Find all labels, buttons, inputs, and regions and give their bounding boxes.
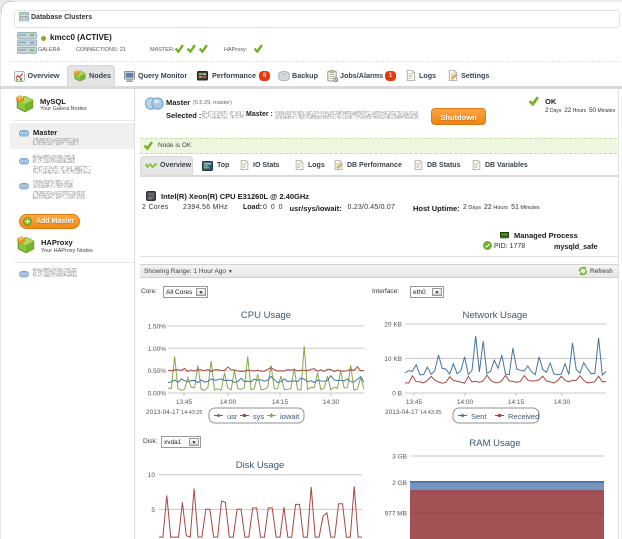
svg-text:0.50%: 0.50% (148, 368, 167, 375)
svg-text:14:15: 14:15 (508, 399, 525, 406)
svg-text:0 B: 0 B (392, 391, 402, 398)
svg-text:1.00%: 1.00% (148, 346, 167, 353)
svg-text:13:45: 13:45 (406, 399, 423, 406)
svg-text:iowait: iowait (280, 412, 300, 421)
svg-text:2013-04-17 14:43:25: 2013-04-17 14:43:25 (146, 409, 202, 416)
svg-text:14:00: 14:00 (457, 399, 474, 406)
svg-text:5: 5 (151, 507, 155, 514)
svg-text:14:30: 14:30 (323, 399, 340, 406)
svg-text:2 GB: 2 GB (392, 480, 407, 487)
svg-text:usr: usr (227, 412, 238, 421)
svg-text:1.50%: 1.50% (148, 324, 167, 331)
svg-text:Network Usage: Network Usage (463, 310, 528, 321)
svg-text:977 MB: 977 MB (385, 511, 407, 518)
svg-text:Received: Received (508, 412, 539, 421)
svg-text:14:30: 14:30 (554, 399, 571, 406)
svg-text:2013-04-17 14:43:25: 2013-04-17 14:43:25 (385, 409, 441, 416)
svg-text:14:00: 14:00 (220, 399, 237, 406)
svg-text:RAM Usage: RAM Usage (469, 438, 520, 449)
svg-text:14:15: 14:15 (272, 399, 289, 406)
svg-text:3 GB: 3 GB (392, 454, 407, 461)
svg-text:13:45: 13:45 (176, 399, 193, 406)
svg-text:sys: sys (253, 412, 265, 421)
svg-text:Sent: Sent (471, 412, 487, 421)
svg-text:10: 10 (148, 472, 156, 479)
svg-text:Disk Usage: Disk Usage (236, 460, 285, 471)
svg-text:0.00%: 0.00% (148, 391, 167, 398)
svg-text:CPU Usage: CPU Usage (241, 310, 291, 321)
svg-text:20 KB: 20 KB (384, 322, 402, 329)
svg-text:10 KB: 10 KB (384, 356, 402, 363)
